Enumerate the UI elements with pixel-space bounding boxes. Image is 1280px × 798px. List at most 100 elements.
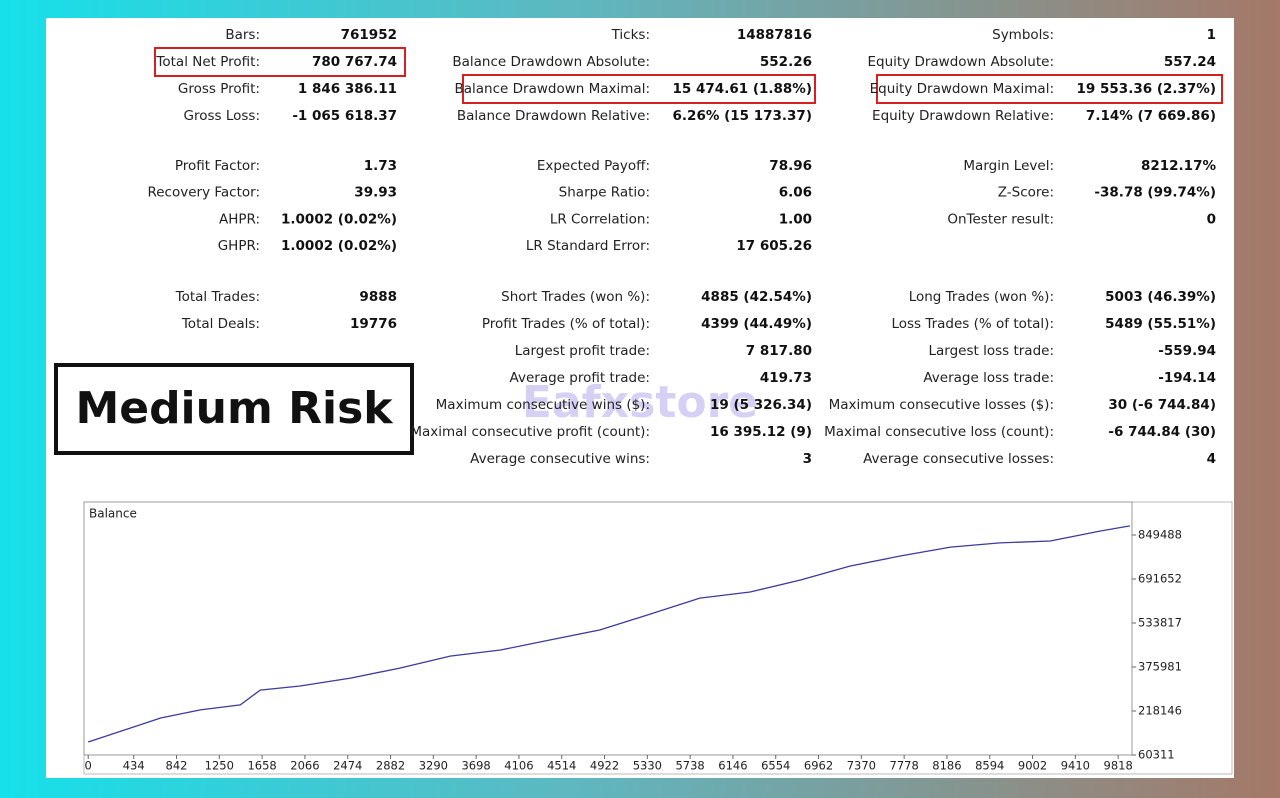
x-tick-label: 4106 <box>504 759 533 773</box>
stat-label: Sharpe Ratio: <box>559 185 650 201</box>
stat-label: Equity Drawdown Relative: <box>872 108 1054 124</box>
stat-value: 15 474.61 (1.88%) <box>673 81 812 97</box>
stat-label: Average consecutive losses: <box>863 451 1054 467</box>
y-tick-label: 849488 <box>1138 527 1182 541</box>
stat-label: Equity Drawdown Absolute: <box>867 54 1054 70</box>
stat-value: 5003 (46.39%) <box>1105 289 1216 305</box>
chart-title: Balance <box>89 507 137 521</box>
highlight <box>876 74 1223 104</box>
stat-label: Maximum consecutive losses ($): <box>829 397 1054 413</box>
stat-label: Average consecutive wins: <box>470 451 650 467</box>
stat-label: Balance Drawdown Absolute: <box>452 54 650 70</box>
stat-value: 1 <box>1207 27 1216 43</box>
stat-value: 7.14% (7 669.86) <box>1086 108 1216 124</box>
stat-value: 14887816 <box>737 27 812 43</box>
stat-value: 17 605.26 <box>736 238 812 254</box>
stat-label: Gross Loss: <box>184 108 261 124</box>
stat-label: Long Trades (won %): <box>909 289 1054 305</box>
stat-value: 6.26% (15 173.37) <box>673 108 812 124</box>
x-tick-label: 4922 <box>590 759 619 773</box>
x-tick-label: 3290 <box>419 759 448 773</box>
y-tick-label: 60311 <box>1138 748 1175 762</box>
stat-value: 1.0002 (0.02%) <box>281 238 397 254</box>
stat-value: 4885 (42.54%) <box>701 289 812 305</box>
y-tick-label: 691652 <box>1138 572 1182 586</box>
stat-label: Total Trades: <box>175 289 260 305</box>
stat-label: Average loss trade: <box>923 370 1054 386</box>
stat-value: 552.26 <box>760 54 812 70</box>
stat-label: AHPR: <box>219 211 260 227</box>
x-tick-label: 3698 <box>461 759 490 773</box>
stat-label: OnTester result: <box>947 211 1054 227</box>
stat-value: -38.78 (99.74%) <box>1094 185 1216 201</box>
stat-value: 6.06 <box>779 185 812 201</box>
x-tick-label: 9002 <box>1018 759 1047 773</box>
stat-label: LR Correlation: <box>550 211 650 227</box>
stat-value: 1.0002 (0.02%) <box>281 211 397 227</box>
stat-label: Average profit trade: <box>510 370 650 386</box>
highlight <box>462 74 816 104</box>
stat-value: 3 <box>803 451 812 467</box>
stat-value: 7 817.80 <box>746 343 812 359</box>
stat-value: 30 (-6 744.84) <box>1108 397 1216 413</box>
stat-value: -194.14 <box>1158 370 1216 386</box>
x-tick-label: 4514 <box>547 759 576 773</box>
highlight <box>154 47 406 77</box>
x-tick-label: 6554 <box>761 759 790 773</box>
stat-label: Expected Payoff: <box>537 158 650 174</box>
stat-label: Balance Drawdown Maximal: <box>455 81 651 97</box>
x-tick-label: 5738 <box>675 759 704 773</box>
stat-label: Short Trades (won %): <box>501 289 650 305</box>
stat-label: Loss Trades (% of total): <box>891 316 1054 332</box>
stat-label: GHPR: <box>218 238 260 254</box>
stat-value: 4 <box>1207 451 1216 467</box>
plot-area <box>83 501 1133 756</box>
stat-label: Total Deals: <box>181 316 260 332</box>
stat-label: Equity Drawdown Maximal: <box>870 81 1054 97</box>
x-tick-label: 8186 <box>932 759 961 773</box>
x-tick-label: 2066 <box>290 759 319 773</box>
stat-value: -1 065 618.37 <box>292 108 397 124</box>
stat-value: 0 <box>1207 211 1216 227</box>
stat-label: Maximal consecutive profit (count): <box>410 424 650 440</box>
stat-label: Z-Score: <box>998 185 1054 201</box>
stat-value: 19 553.36 (2.37%) <box>1077 81 1216 97</box>
stat-value: -6 744.84 (30) <box>1108 424 1216 440</box>
watermark: Eafxstore <box>522 377 758 428</box>
stat-value: -559.94 <box>1158 343 1216 359</box>
stat-value: 419.73 <box>760 370 812 386</box>
x-tick-label: 5330 <box>633 759 662 773</box>
stat-value: 761952 <box>341 27 397 43</box>
stat-value: 1.00 <box>779 211 812 227</box>
stat-label: Maximal consecutive loss (count): <box>824 424 1054 440</box>
stat-label: Recovery Factor: <box>147 185 260 201</box>
x-tick-label: 2474 <box>333 759 362 773</box>
x-tick-label: 0 <box>85 759 92 773</box>
stat-label: Gross Profit: <box>178 81 260 97</box>
stat-value: 19776 <box>350 316 397 332</box>
y-tick-label: 533817 <box>1138 616 1182 630</box>
stat-label: Largest loss trade: <box>928 343 1054 359</box>
stat-label: Largest profit trade: <box>515 343 650 359</box>
stat-value: 16 395.12 (9) <box>710 424 812 440</box>
stat-label: Balance Drawdown Relative: <box>457 108 650 124</box>
x-tick-label: 6146 <box>718 759 747 773</box>
stat-label: Profit Trades (% of total): <box>482 316 650 332</box>
stat-label: Profit Factor: <box>175 158 260 174</box>
stat-label: Bars: <box>225 27 260 43</box>
badge-box <box>54 363 414 455</box>
x-tick-label: 8594 <box>975 759 1004 773</box>
stat-value: 39.93 <box>354 185 397 201</box>
stat-value: 19 (5 326.34) <box>710 397 812 413</box>
stat-value: 1 846 386.11 <box>298 81 397 97</box>
stat-value: 8212.17% <box>1141 158 1216 174</box>
x-tick-label: 842 <box>166 759 188 773</box>
badge: Medium Risk <box>75 383 394 434</box>
y-tick-label: 218146 <box>1138 704 1182 718</box>
stat-value: 557.24 <box>1164 54 1216 70</box>
x-tick-label: 2882 <box>376 759 405 773</box>
stat-label: Maximum consecutive wins ($): <box>436 397 650 413</box>
stat-label: LR Standard Error: <box>526 238 650 254</box>
stat-value: 78.96 <box>769 158 812 174</box>
